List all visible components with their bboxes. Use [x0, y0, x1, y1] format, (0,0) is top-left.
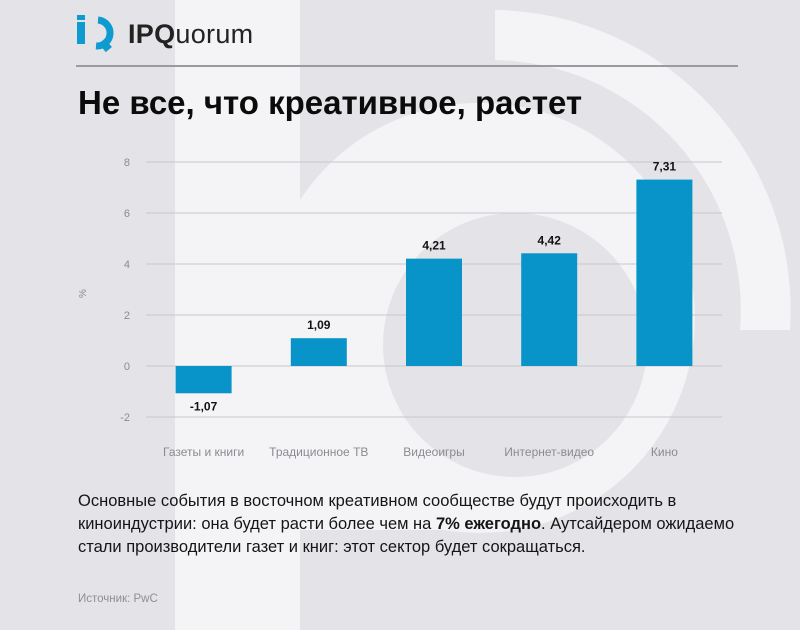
brand: IPQuorum [76, 14, 253, 54]
source-note: Источник: PwC [78, 593, 158, 605]
bar [175, 366, 232, 394]
bar-chart: 8 6 4 2 0 -2% -1,07 Газеты и книги 1,09 Традицион… [78, 157, 722, 459]
y-tick-label: 2 [124, 310, 130, 322]
y-tick-label: -2 [120, 412, 130, 424]
bar [636, 179, 693, 366]
data-label: 4,42 [538, 233, 562, 247]
category-label: Видеоигры [403, 445, 464, 459]
y-axis-label: % [78, 289, 89, 298]
data-label: 7,31 [653, 160, 677, 174]
y-tick-label: 4 [124, 259, 130, 271]
description-highlight: 7% ежегодно [435, 515, 542, 533]
bar [406, 258, 462, 366]
page-title: Не все, что креативное, растет [78, 84, 583, 121]
data-label: 1,09 [307, 318, 331, 332]
data-label: -1,07 [190, 399, 218, 413]
category-label: Газеты и книги [163, 445, 244, 459]
category-label: Традиционное ТВ [269, 445, 368, 459]
y-tick-label: 0 [124, 361, 130, 373]
category-label: Кино [651, 445, 678, 459]
ipquorum-logo-icon [77, 15, 114, 53]
header-divider [76, 65, 738, 67]
y-tick-label: 8 [124, 157, 130, 169]
description-text: Основные события в восточном креативном … [78, 492, 735, 556]
brand-name: IPQuorum [128, 18, 254, 49]
data-label: 4,21 [422, 239, 446, 253]
y-tick-label: 6 [124, 208, 130, 220]
bar [290, 338, 347, 366]
category-label: Интернет-видео [504, 445, 594, 459]
bar [521, 253, 578, 366]
